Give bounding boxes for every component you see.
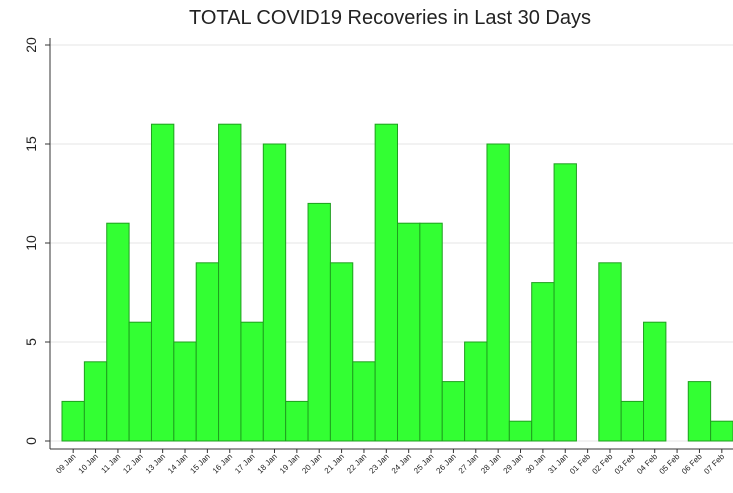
x-tick-label: 03 Feb [613,452,637,476]
x-tick-label: 23 Jan [367,452,390,475]
x-tick-label: 24 Jan [390,452,413,475]
x-tick-label: 31 Jan [546,452,569,475]
bar [598,262,622,442]
y-tick-label: 5 [23,338,39,346]
x-tick-label: 27 Jan [457,452,480,475]
x-tick-label: 28 Jan [479,452,502,475]
x-tick-label: 13 Jan [144,452,167,475]
x-tick-label: 01 Feb [568,452,592,476]
chart-title: TOTAL COVID19 Recoveries in Last 30 Days [189,7,591,29]
bar [195,262,220,442]
y-tick-label: 0 [23,437,39,445]
x-tick-label: 22 Jan [345,452,368,475]
x-tick-label: 15 Jan [188,452,211,475]
x-tick-label: 11 Jan [99,452,122,475]
bar [643,321,667,442]
bar [285,400,309,442]
bar [508,420,533,442]
bar [620,400,645,442]
bar [397,222,421,442]
bar [441,381,466,442]
x-tick-label: 29 Jan [502,452,525,475]
bar [61,400,85,442]
bar [464,341,488,442]
x-tick-label: 14 Jan [166,452,189,475]
bar [173,341,197,442]
x-tick-label: 07 Feb [702,452,726,476]
x-tick-label: 17 Jan [233,452,256,475]
bar [531,282,555,442]
bar [687,381,712,442]
x-tick-label: 19 Jan [278,452,301,475]
x-tick-label: 02 Feb [590,452,614,476]
x-tick-label: 30 Jan [524,452,547,475]
x-tick-label: 05 Feb [658,452,682,476]
x-tick-label: 10 Jan [77,452,100,475]
x-tick-label: 21 Jan [323,452,346,475]
x-tick-label: 16 Jan [211,452,234,475]
bar [486,143,510,442]
bar [329,262,354,442]
y-tick-label: 15 [23,136,39,152]
x-tick-label: 25 Jan [412,452,435,475]
x-tick-label: 18 Jan [256,452,279,475]
x-tick-label: 06 Feb [680,452,704,476]
bar [262,143,287,442]
bar [352,361,376,442]
x-tick-label: 09 Jan [54,452,77,475]
y-tick-label: 20 [23,37,39,53]
bar [710,420,733,442]
bar [218,123,242,442]
bar [553,163,577,442]
y-tick-label: 10 [23,235,39,251]
x-tick-label: 04 Feb [635,452,659,476]
x-tick-label: 12 Jan [121,452,144,475]
bar [374,123,398,442]
bar [128,321,152,442]
bar [83,361,108,442]
bar [106,222,130,442]
bar [240,321,264,442]
bar [307,202,331,442]
bar [150,123,175,442]
x-tick-label: 26 Jan [434,452,457,475]
x-tick-label: 20 Jan [300,452,323,475]
bar [419,222,443,442]
